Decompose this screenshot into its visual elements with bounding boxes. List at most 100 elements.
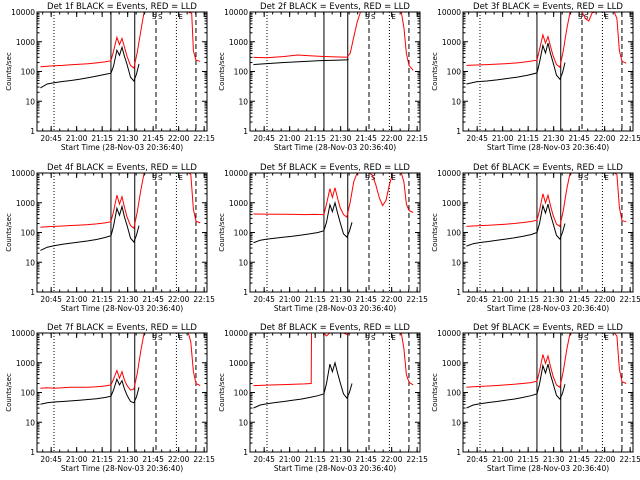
x-tick-label: 21:00 [492, 455, 514, 464]
y-tick-label: 10 [238, 97, 248, 106]
x-tick-label: 21:30 [330, 455, 352, 464]
y-tick-label: 10000 [11, 169, 35, 178]
series-lld-line [40, 12, 148, 69]
y-tick-label: 10000 [224, 8, 248, 17]
y-tick-label: 1000 [16, 38, 35, 47]
x-tick-label: 21:15 [517, 455, 539, 464]
marker-label: S [152, 334, 157, 342]
y-tick-label: 10 [451, 258, 461, 267]
marker-label: S [578, 13, 583, 21]
x-tick-label: 20:45 [40, 134, 62, 143]
y-tick-label: 10000 [437, 8, 461, 17]
series-lld-line [466, 173, 574, 228]
x-tick-label: 22:15 [193, 455, 215, 464]
series-lld-line [40, 173, 148, 230]
x-axis-title: Start Time (28-Nov-03 20:36:40) [61, 464, 183, 473]
y-tick-label: 10000 [224, 169, 248, 178]
x-tick-label: 22:15 [619, 295, 640, 304]
series-events-line [466, 363, 566, 409]
x-tick-label: 21:30 [117, 455, 139, 464]
series-events-line [253, 58, 349, 66]
y-tick-label: 1000 [442, 199, 461, 208]
y-tick-label: 1 [30, 448, 35, 457]
x-tick-label: 22:15 [406, 134, 428, 143]
x-tick-label: 21:00 [492, 295, 514, 304]
y-tick-label: 10000 [11, 329, 35, 338]
x-tick-label: 21:30 [543, 295, 565, 304]
x-tick-label: 22:00 [168, 134, 190, 143]
y-tick-label: 1 [456, 288, 461, 297]
y-axis-title: Counts/sec [218, 373, 226, 412]
marker-label: S [158, 334, 163, 342]
x-tick-label: 21:30 [330, 134, 352, 143]
panel-title: Det 8f BLACK = Events, RED = LLD [260, 323, 410, 333]
x-tick-label: 22:15 [406, 455, 428, 464]
series-lld-tail-line [400, 173, 414, 213]
marker-label: S [584, 13, 589, 21]
x-tick-label: 22:00 [381, 134, 403, 143]
series-lld-line [253, 173, 394, 218]
x-axis-title: Start Time (28-Nov-03 20:36:40) [274, 464, 396, 473]
marker-label: E [391, 174, 395, 182]
x-axis-title: Start Time (28-Nov-03 20:36:40) [61, 143, 183, 152]
y-tick-label: 100 [234, 389, 249, 398]
marker-label: S [584, 334, 589, 342]
y-tick-label: 10 [238, 258, 248, 267]
marker-label: S [584, 174, 589, 182]
series-lld-line [40, 333, 148, 391]
y-tick-label: 100 [234, 229, 249, 238]
series-lld-tail-line [400, 12, 414, 71]
x-tick-label: 20:45 [40, 455, 62, 464]
series-events-line [40, 377, 140, 405]
x-tick-label: 21:15 [304, 134, 326, 143]
y-axis-title: Counts/sec [5, 52, 13, 91]
series-lld-tail-line [187, 333, 201, 387]
y-tick-label: 1 [456, 448, 461, 457]
y-tick-label: 100 [447, 389, 462, 398]
marker-label: E [391, 334, 395, 342]
series-events-line [466, 203, 566, 247]
series-lld-line [466, 12, 596, 69]
x-tick-label: 20:45 [466, 295, 488, 304]
marker-label: S [371, 334, 376, 342]
panel-title: Det 3f BLACK = Events, RED = LLD [473, 2, 623, 12]
y-tick-label: 1000 [229, 38, 248, 47]
y-tick-label: 1000 [16, 199, 35, 208]
marker-label: E [178, 13, 182, 21]
y-tick-label: 10000 [11, 8, 35, 17]
marker-label: S [365, 334, 370, 342]
marker-label: E [178, 174, 182, 182]
y-tick-label: 10 [25, 258, 35, 267]
y-tick-label: 10 [451, 418, 461, 427]
x-tick-label: 21:45 [568, 455, 590, 464]
marker-label: S [158, 174, 163, 182]
y-tick-label: 100 [21, 68, 36, 77]
panel-title: Det 2f BLACK = Events, RED = LLD [260, 2, 410, 12]
series-lld-tail-line [614, 173, 627, 223]
x-tick-label: 21:30 [330, 295, 352, 304]
y-axis-title: Counts/sec [431, 213, 439, 252]
y-tick-label: 100 [447, 229, 462, 238]
series-lld-line [466, 333, 574, 389]
x-tick-label: 22:00 [381, 295, 403, 304]
y-tick-label: 100 [21, 389, 36, 398]
x-tick-label: 20:45 [40, 295, 62, 304]
x-tick-label: 21:45 [568, 134, 590, 143]
x-tick-label: 21:00 [492, 134, 514, 143]
y-tick-label: 10000 [224, 329, 248, 338]
marker-label: S [371, 13, 376, 21]
panel-title: Det 1f BLACK = Events, RED = LLD [47, 2, 197, 12]
x-tick-label: 22:00 [594, 134, 616, 143]
marker-label: E [604, 13, 608, 21]
y-tick-label: 1 [243, 288, 248, 297]
series-lld-tail-line [613, 12, 627, 64]
x-tick-label: 21:00 [66, 455, 88, 464]
x-tick-label: 22:00 [594, 295, 616, 304]
panel-title: Det 5f BLACK = Events, RED = LLD [260, 163, 410, 173]
marker-label: S [158, 13, 163, 21]
series-lld-tail-line [400, 333, 414, 386]
x-axis-title: Start Time (28-Nov-03 20:36:40) [487, 464, 609, 473]
